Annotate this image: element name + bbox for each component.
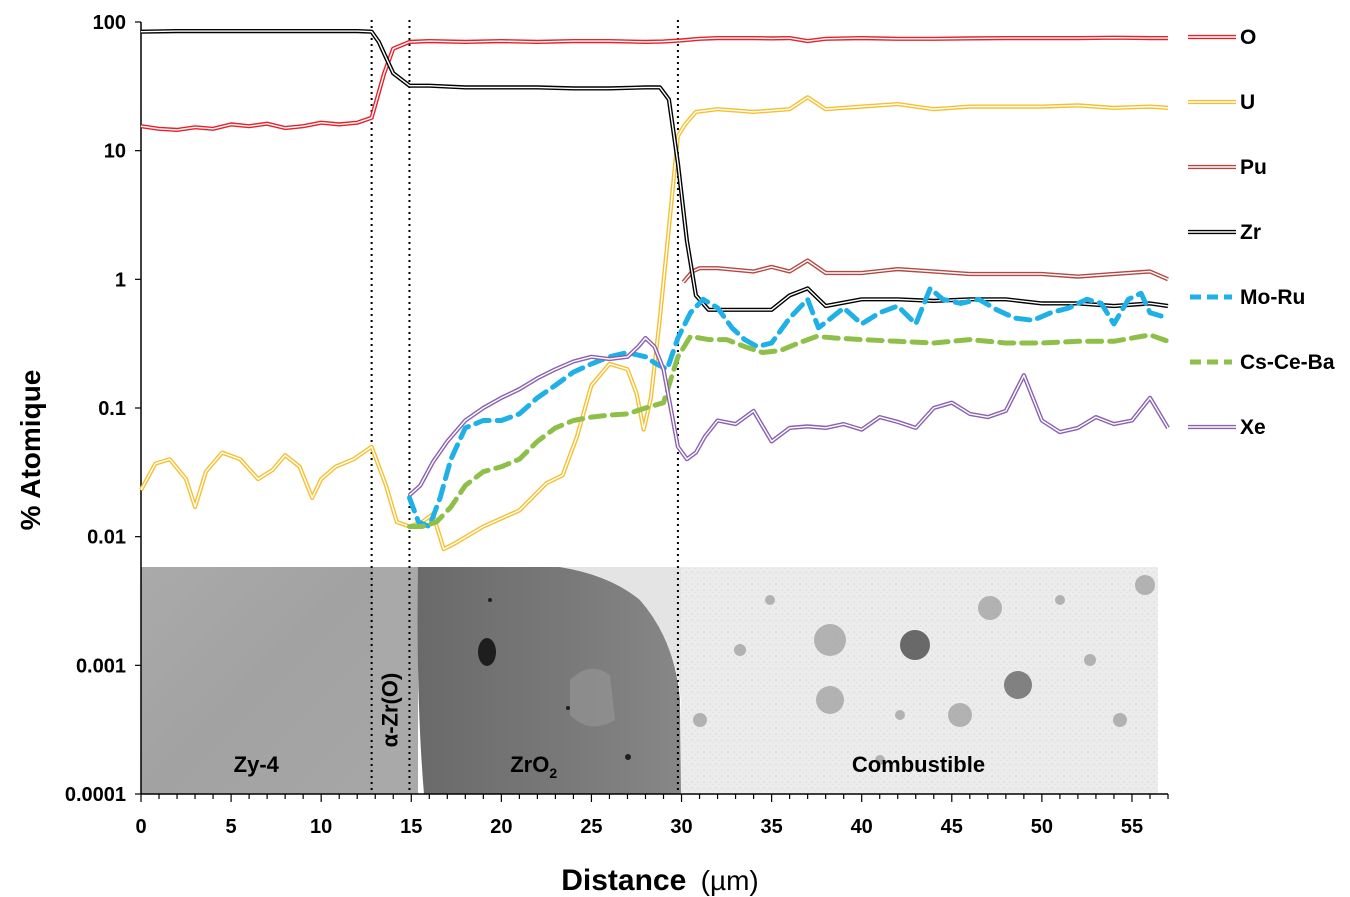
legend-label: Mo-Ru [1240,286,1305,309]
region-label-text: Zy-4 [234,752,280,777]
region-label: ZrO2 [510,752,557,781]
y-tick-label: 0.1 [98,398,126,420]
legend-label: O [1240,26,1256,49]
legend-label: Xe [1240,416,1266,439]
series-xe-line [408,335,1170,497]
legend-item: Mo-Ru [1190,286,1305,309]
legend-label: Zr [1240,221,1261,244]
alpha-zr-region [373,567,418,794]
region-label: Zy-4 [234,752,280,777]
micrograph-image [141,567,1158,794]
legend-label: U [1240,91,1255,114]
legend-label: Cs-Ce-Ba [1240,351,1335,374]
series-mo-ru-line [407,285,1171,529]
x-tick-label: 35 [760,816,782,838]
x-tick-label: 10 [310,816,332,838]
zy4-region [141,567,373,794]
x-axis-title-text: Distance [561,864,686,897]
legend-item: Cs-Ce-Ba [1190,351,1335,374]
fuel-region [681,567,1158,794]
y-tick-label: 0.01 [87,527,126,549]
x-tick-label: 45 [941,816,963,838]
series-cs-ce-ba-line [407,332,1171,529]
zro2-bright-edge [560,567,681,794]
fuel-pores [693,575,1155,765]
region-label-text: Combustible [852,752,985,777]
legend-item: O [1188,26,1256,49]
legend-label: Pu [1240,156,1267,179]
y-axis-title: % Atomique [15,370,46,531]
x-tick-label: 40 [851,816,873,838]
y-tick-label: 0.001 [76,655,126,677]
legend-item: U [1188,91,1255,114]
x-tick-label: 25 [580,816,602,838]
y-tick-label: 100 [93,12,126,34]
region-label: α-Zr(O) [378,673,403,748]
y-tick-label: 0.0001 [65,784,126,806]
x-tick-label: 55 [1121,816,1143,838]
zro2-defects [478,598,631,760]
x-tick-label: 15 [400,816,422,838]
x-tick-label: 30 [670,816,692,838]
region-label: Combustible [852,752,985,777]
x-axis-unit: (µm) [701,865,759,896]
series-pu-line [681,258,1169,284]
x-tick-label: 5 [226,816,237,838]
legend: O U Pu Zr Mo-Ru Cs-Ce-Ba Xe [1188,26,1335,439]
zro2-light-patch [570,668,615,727]
y-tick-label: 10 [104,141,126,163]
x-tick-label: 0 [135,816,146,838]
series-u-line [139,95,1169,552]
series-o-line [140,35,1168,132]
series-zr-line [140,29,1169,312]
x-axis-title: Distance (µm) [561,864,759,897]
region-label-subscript: 2 [549,765,557,781]
legend-item: Xe [1188,416,1266,439]
x-tick-label: 50 [1031,816,1053,838]
zro2-region [417,567,681,794]
y-tick-label: 1 [115,269,126,291]
legend-item: Zr [1188,221,1261,244]
x-tick-label: 20 [490,816,512,838]
legend-item: Pu [1188,156,1267,179]
region-label-text: ZrO [510,752,549,777]
